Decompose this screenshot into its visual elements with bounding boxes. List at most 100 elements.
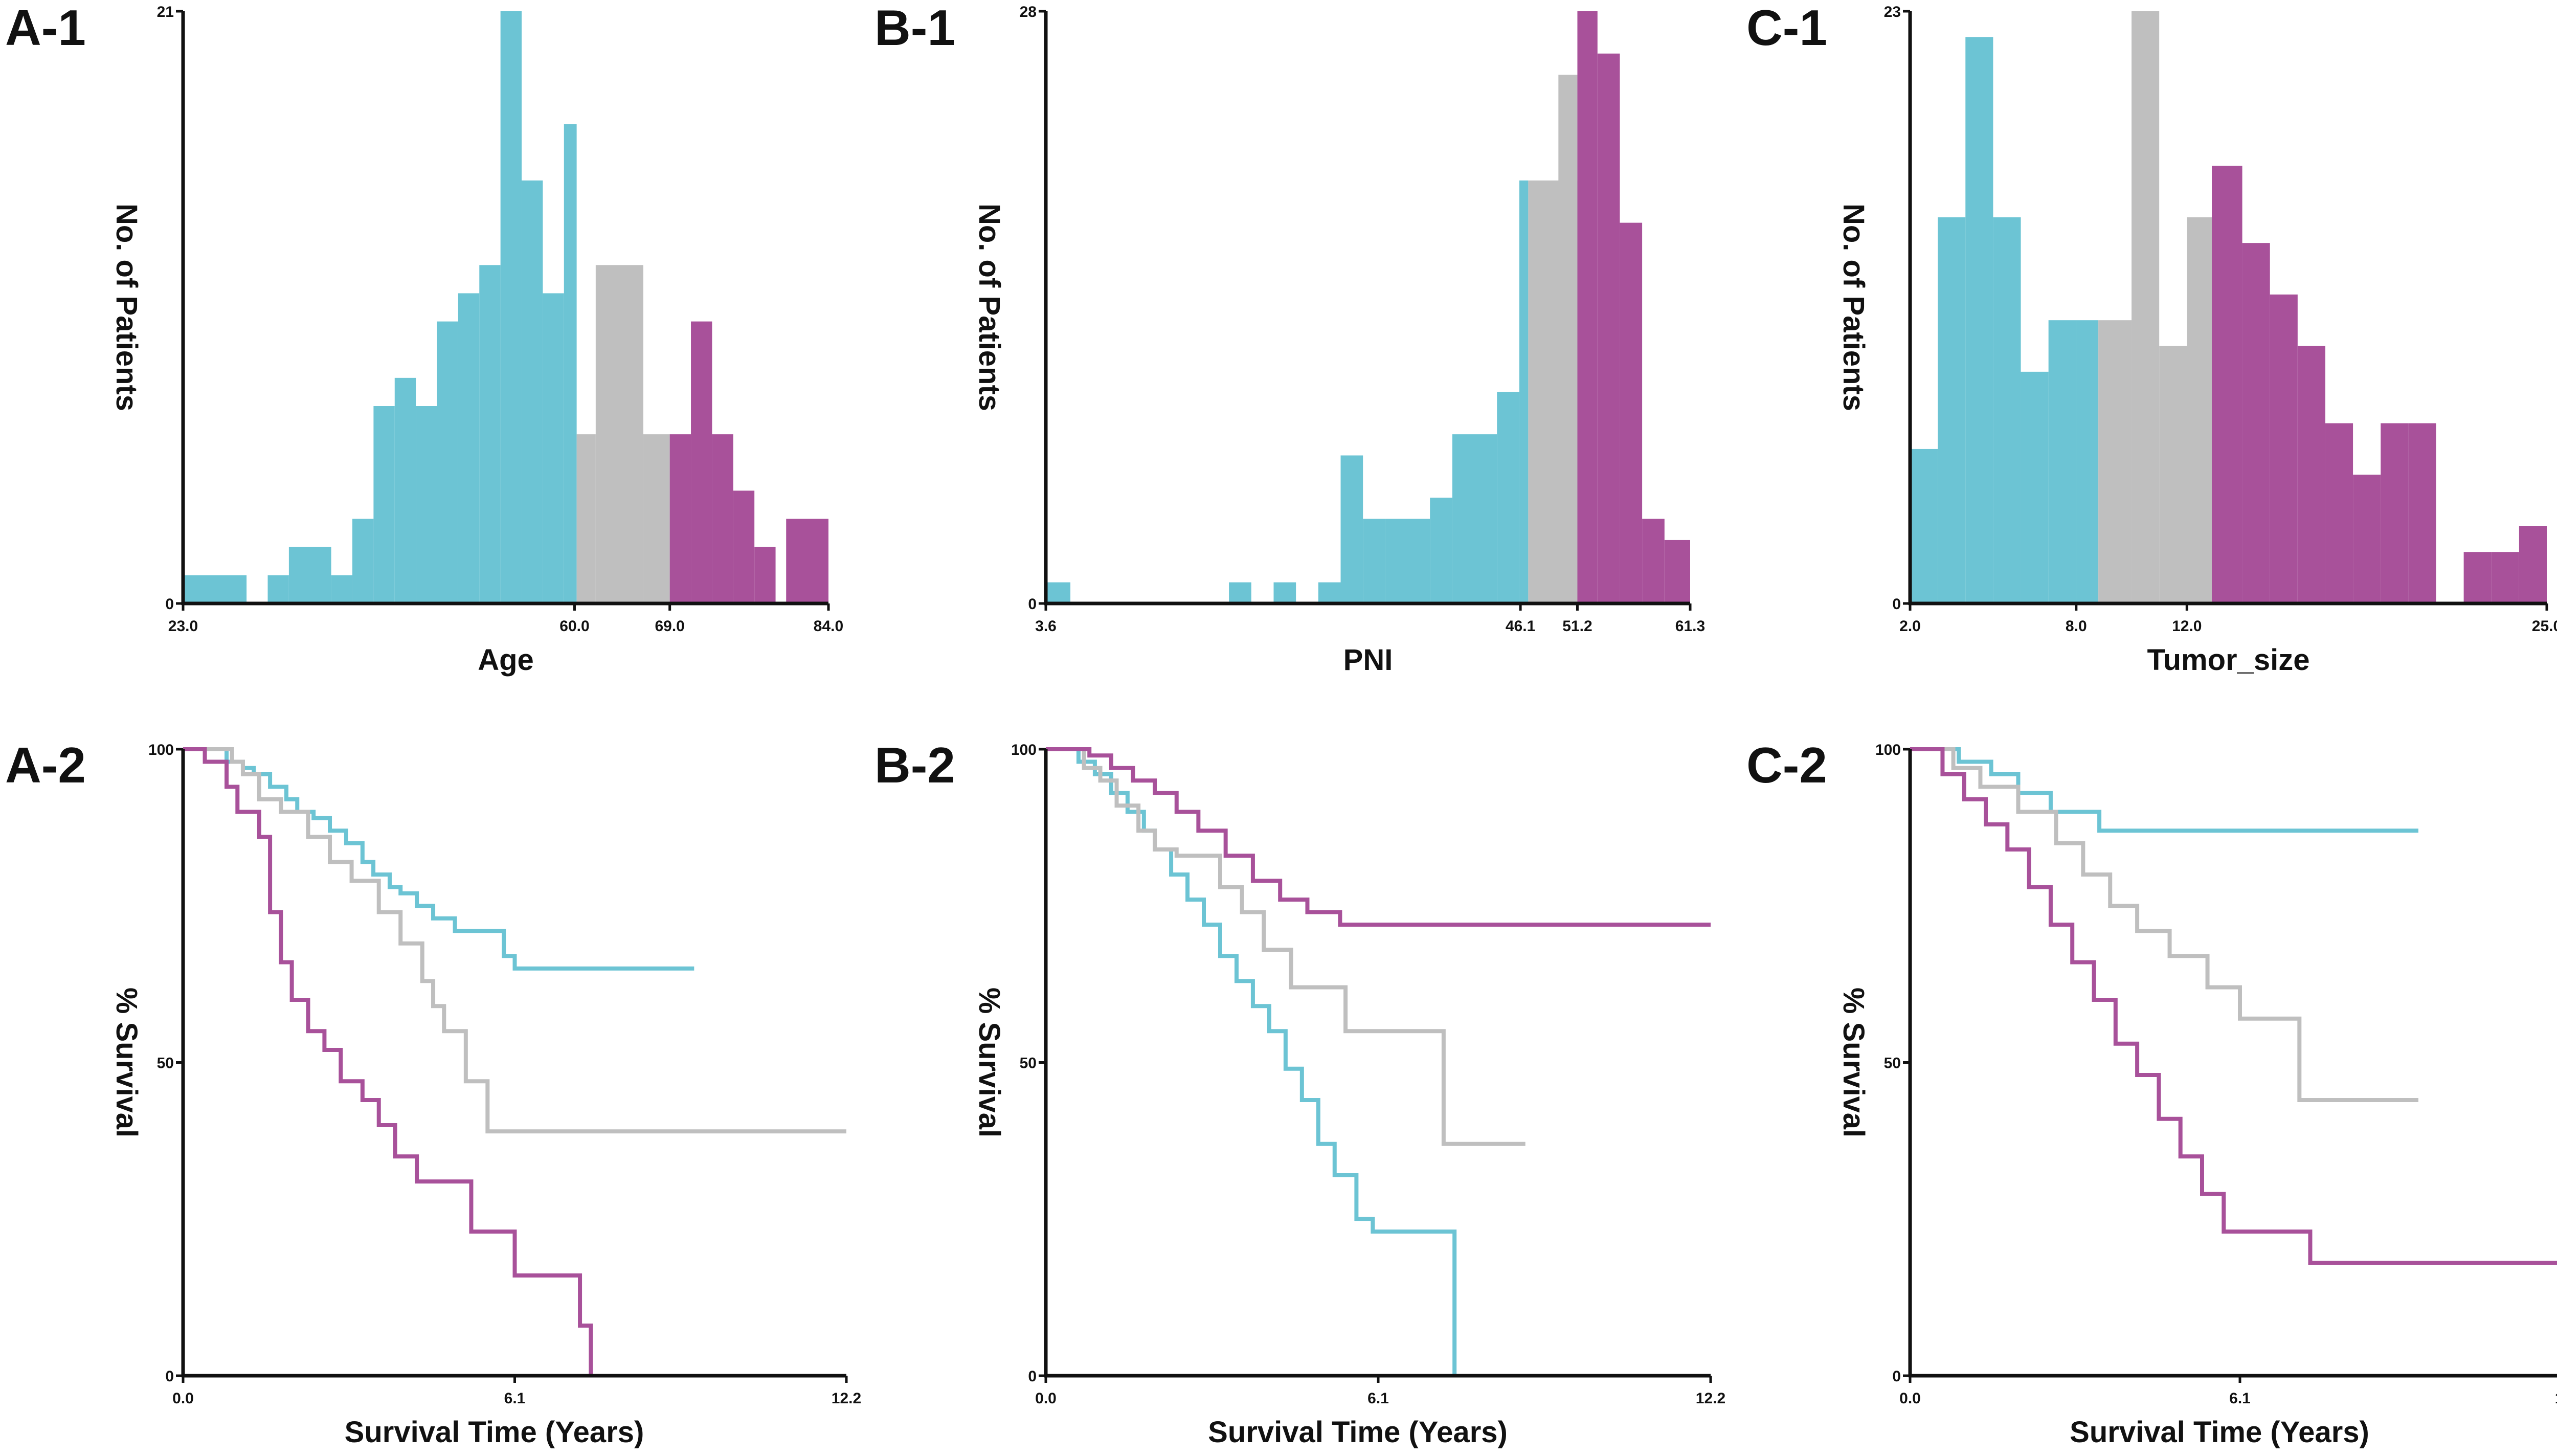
histogram-bar-mid — [1558, 75, 1578, 604]
histogram-bar-high — [1597, 53, 1620, 604]
histogram-bar-low — [458, 293, 480, 603]
histogram-bar-low — [1965, 37, 1993, 604]
histogram-bar-high — [1642, 519, 1665, 603]
histogram-bar-mid — [2098, 320, 2132, 603]
panel-label: A-1 — [5, 0, 86, 56]
histogram-bar-high — [1664, 540, 1690, 603]
y-tick-label: 100 — [1011, 742, 1037, 758]
histogram-bar-low — [1340, 455, 1363, 603]
histogram-bar-low — [564, 124, 577, 604]
x-tick-label: 69.0 — [655, 618, 684, 635]
chart-panel-a-1: 23.0 60.0 69.0 84.0 0 21 Age No. of Patients A-1 — [5, 0, 843, 677]
histogram-bar-high — [2408, 423, 2436, 603]
histogram-bar-low — [1385, 519, 1430, 603]
x-tick-label: 46.1 — [1506, 618, 1535, 635]
histogram-bar-high — [2242, 243, 2270, 603]
histogram-bar-low — [1363, 519, 1385, 603]
y-tick-label: 0 — [1028, 1368, 1037, 1385]
survival-curve-mid — [1046, 747, 1526, 1146]
histogram-bar-high — [2270, 294, 2298, 603]
histogram-bar-low — [394, 377, 416, 603]
histogram-bar-low — [437, 321, 458, 603]
y-tick-label: 50 — [1884, 1055, 1901, 1072]
x-tick-label: 60.0 — [559, 618, 589, 635]
histogram-bar-low — [1519, 180, 1529, 603]
x-tick-label: 12.2 — [1696, 1390, 1725, 1407]
histogram-bar-high — [733, 490, 755, 603]
x-tick-label: 8.0 — [2066, 618, 2087, 635]
histogram-bar-high — [669, 434, 691, 603]
histogram-bar-low — [1273, 582, 1296, 603]
survival-curve-high — [183, 747, 593, 1376]
y-tick-label: 21 — [157, 4, 174, 20]
x-tick-label: 6.1 — [2229, 1390, 2251, 1407]
histogram-bar-low — [2021, 371, 2049, 603]
histogram-bar-mid — [2159, 346, 2187, 603]
histogram-bar-high — [691, 321, 712, 603]
x-axis-title: Tumor_size — [2147, 643, 2309, 677]
histogram-bar-low — [352, 519, 374, 603]
histogram-bar-high — [1577, 11, 1598, 603]
y-axis-title: % Survival — [973, 988, 1006, 1137]
histogram-bar-low — [1910, 449, 1938, 603]
histogram-bar-low — [2076, 320, 2099, 603]
y-axis-title: % Survival — [1837, 988, 1870, 1137]
x-axis-title: Age — [478, 643, 534, 677]
histogram-bar-mid — [595, 265, 643, 603]
histogram-bar-high — [2297, 346, 2325, 603]
panel-label: B-2 — [874, 737, 955, 793]
y-tick-label: 0 — [1892, 1368, 1901, 1385]
histogram-bar-low — [183, 575, 247, 603]
y-axis-title: No. of Patients — [110, 204, 143, 411]
histogram-bar-low — [543, 293, 564, 603]
histogram-bar-high — [2381, 423, 2409, 603]
x-axis-title: Survival Time (Years) — [345, 1416, 644, 1449]
x-tick-label: 2.0 — [1899, 618, 1921, 635]
histogram-bar-high — [2212, 166, 2242, 604]
y-tick-label: 28 — [1020, 4, 1037, 20]
survival-curve-low — [1046, 747, 1457, 1376]
histogram-bar-low — [416, 406, 437, 603]
histogram-bar-low — [2048, 320, 2076, 603]
survival-curve-high — [1046, 747, 1711, 927]
x-axis-title: Survival Time (Years) — [1208, 1416, 1508, 1449]
histogram-bar-low — [1452, 434, 1497, 603]
x-tick-label: 6.1 — [1367, 1390, 1389, 1407]
panel-label: C-1 — [1746, 0, 1827, 56]
histogram-bar-low — [331, 575, 353, 603]
chart-panel-b-2: 0.0 6.1 12.2 0 50 100 Survival Time (Years) % S… — [874, 737, 1725, 1449]
histogram-bar-low — [500, 11, 522, 603]
histogram-bar-high — [2353, 475, 2381, 603]
panel-label: A-2 — [5, 737, 86, 793]
y-tick-label: 100 — [1875, 742, 1901, 758]
histogram-bar-mid — [2132, 11, 2160, 603]
x-tick-label: 12.2 — [832, 1390, 861, 1407]
x-tick-label: 84.0 — [814, 618, 843, 635]
y-tick-label: 0 — [1892, 596, 1901, 613]
histogram-bar-low — [1229, 582, 1251, 603]
x-tick-label: 0.0 — [172, 1390, 194, 1407]
survival-curve-mid — [183, 747, 846, 1134]
x-tick-label: 25.0 — [2532, 618, 2557, 635]
chart-panel-a-2: 0.0 6.1 12.2 0 50 100 Survival Time (Years) % S… — [5, 737, 861, 1449]
histogram-bar-high — [1620, 222, 1643, 604]
panel-label: B-1 — [874, 0, 955, 56]
histogram-bar-high — [754, 547, 776, 603]
histogram-bar-low — [1938, 217, 1966, 604]
histogram-bar-low — [1318, 582, 1341, 603]
histogram-bar-low — [373, 406, 395, 603]
histogram-bar-low — [1430, 498, 1452, 603]
x-axis-title: PNI — [1343, 643, 1393, 677]
y-axis-title: % Survival — [110, 988, 143, 1137]
x-tick-label: 12.0 — [2172, 618, 2202, 635]
x-tick-label: 12.2 — [2555, 1390, 2557, 1407]
histogram-bar-low — [1046, 582, 1071, 603]
histogram-bar-high — [2491, 552, 2519, 603]
histogram-bar-high — [2325, 423, 2353, 603]
histogram-bar-low — [267, 575, 289, 603]
histogram-bar-low — [1497, 392, 1519, 603]
survival-curve-mid — [1910, 747, 2418, 1102]
histogram-bar-high — [2519, 526, 2547, 603]
x-tick-label: 51.2 — [1562, 618, 1592, 635]
y-tick-label: 0 — [1028, 596, 1037, 613]
